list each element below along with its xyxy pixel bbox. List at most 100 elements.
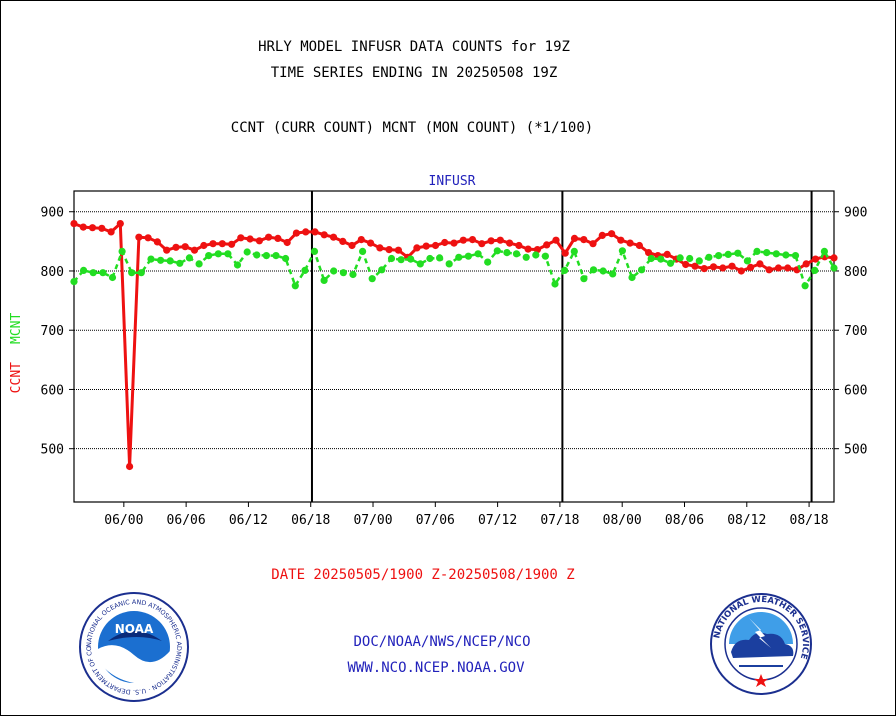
data-point-mcnt-26 [320,276,328,284]
data-point-mcnt-53 [580,275,588,283]
data-point-ccnt-10 [163,246,171,254]
data-point-mcnt-12 [185,254,193,262]
series-lines [70,220,838,471]
data-point-ccnt-60 [626,239,634,247]
data-point-ccnt-38 [422,242,430,250]
data-point-ccnt-8 [144,234,152,242]
y-tick-label-right-900: 900 [844,206,867,221]
data-point-mcnt-52 [570,247,578,255]
y-tick-label-right-800: 800 [844,265,867,280]
data-point-mcnt-36 [416,260,424,268]
tick-labels: 500 500 600 600 700 700 800 800 900 900 06/00 06/06… [41,206,868,528]
data-point-mcnt-64 [686,254,694,263]
data-point-ccnt-12 [181,243,189,251]
data-point-ccnt-44 [478,240,486,248]
data-point-ccnt-6 [126,462,134,471]
y-tick-label-left-800: 800 [41,265,64,280]
data-point-mcnt-8 [147,255,155,263]
x-tick-label-08/12: 08/12 [727,513,766,528]
chart-title-line2: TIME SERIES ENDING IN 20250508 19Z [270,65,558,81]
data-point-mcnt-39 [445,260,453,268]
x-tick-label-06/06: 06/06 [167,513,206,528]
x-tick-label-07/18: 07/18 [540,513,579,528]
axes [69,190,839,507]
data-point-ccnt-43 [468,236,477,244]
data-point-ccnt-23 [283,238,291,247]
data-point-ccnt-74 [756,260,764,268]
data-point-mcnt-68 [724,250,732,258]
data-point-ccnt-35 [394,246,402,254]
x-tick-label-08/06: 08/06 [665,513,704,528]
y-tick-label-right-500: 500 [844,443,867,458]
data-point-ccnt-0 [70,220,78,228]
y-axis-label: CCNT MCNT [9,313,24,394]
data-point-mcnt-57 [618,247,627,255]
data-point-mcnt-55 [599,267,607,275]
data-point-mcnt-1 [80,266,88,274]
org-path-label: DOC/NOAA/NWS/NCEP/NCO [353,634,531,650]
data-point-mcnt-44 [493,247,501,255]
data-point-mcnt-25 [310,247,319,255]
data-point-ccnt-14 [200,241,208,250]
chart-subtitle: CCNT (CURR COUNT) MCNT (MON COUNT) (*1/1… [230,120,594,136]
panel-label: INFUSR [429,174,476,189]
data-point-ccnt-79 [802,260,810,268]
data-point-ccnt-18 [237,234,245,242]
data-point-mcnt-45 [503,249,511,257]
data-point-mcnt-7 [137,269,145,277]
y-tick-label-right-700: 700 [844,324,867,339]
data-point-ccnt-39 [431,241,440,250]
data-point-ccnt-7 [135,233,143,241]
data-point-ccnt-62 [645,249,653,257]
noaa-logo: NOAA NATIONAL OCEANIC AND ATMOSPHERIC AD… [78,591,189,702]
noaa-wordmark: NOAA [115,622,154,636]
data-point-mcnt-11 [176,259,184,267]
x-tick-label-07/06: 07/06 [416,513,455,528]
data-point-mcnt-73 [772,250,780,258]
y-label-mcnt: MCNT [9,313,24,344]
data-point-mcnt-72 [763,249,771,257]
data-point-mcnt-32 [378,266,386,274]
data-point-ccnt-9 [153,238,161,246]
data-point-mcnt-51 [561,266,569,274]
data-point-ccnt-21 [265,233,273,241]
data-point-ccnt-49 [524,245,532,253]
data-point-mcnt-2 [89,269,97,277]
data-point-ccnt-47 [506,239,514,247]
data-point-ccnt-19 [246,235,254,243]
data-point-ccnt-34 [385,246,393,254]
data-point-mcnt-33 [387,254,396,263]
data-point-mcnt-5 [118,247,126,255]
data-point-mcnt-56 [609,270,617,278]
data-point-ccnt-5 [116,220,124,228]
data-point-mcnt-75 [791,252,800,260]
data-point-mcnt-65 [695,257,703,265]
data-point-ccnt-33 [376,244,384,252]
data-point-ccnt-57 [598,231,606,239]
data-point-mcnt-4 [108,273,117,282]
data-point-mcnt-67 [715,252,723,260]
data-point-mcnt-17 [233,261,242,269]
data-point-ccnt-37 [413,244,421,252]
data-point-ccnt-30 [348,241,356,250]
data-point-ccnt-54 [570,234,579,242]
data-point-ccnt-42 [459,236,467,244]
data-point-ccnt-71 [728,262,736,270]
data-point-mcnt-27 [330,267,338,275]
data-point-ccnt-69 [709,263,718,271]
data-point-mcnt-18 [243,248,251,256]
data-point-mcnt-30 [359,247,367,255]
data-point-mcnt-31 [368,275,376,283]
data-point-ccnt-68 [700,265,708,273]
data-point-ccnt-16 [218,240,226,248]
data-point-mcnt-10 [166,257,174,265]
data-point-ccnt-40 [441,238,449,247]
data-point-ccnt-52 [552,236,560,244]
data-point-mcnt-14 [205,252,213,260]
data-point-mcnt-60 [647,254,655,263]
data-point-mcnt-38 [436,254,444,262]
data-point-ccnt-70 [719,264,727,272]
data-point-mcnt-46 [512,250,521,258]
website-url: WWW.NCO.NCEP.NOAA.GOV [347,660,525,676]
